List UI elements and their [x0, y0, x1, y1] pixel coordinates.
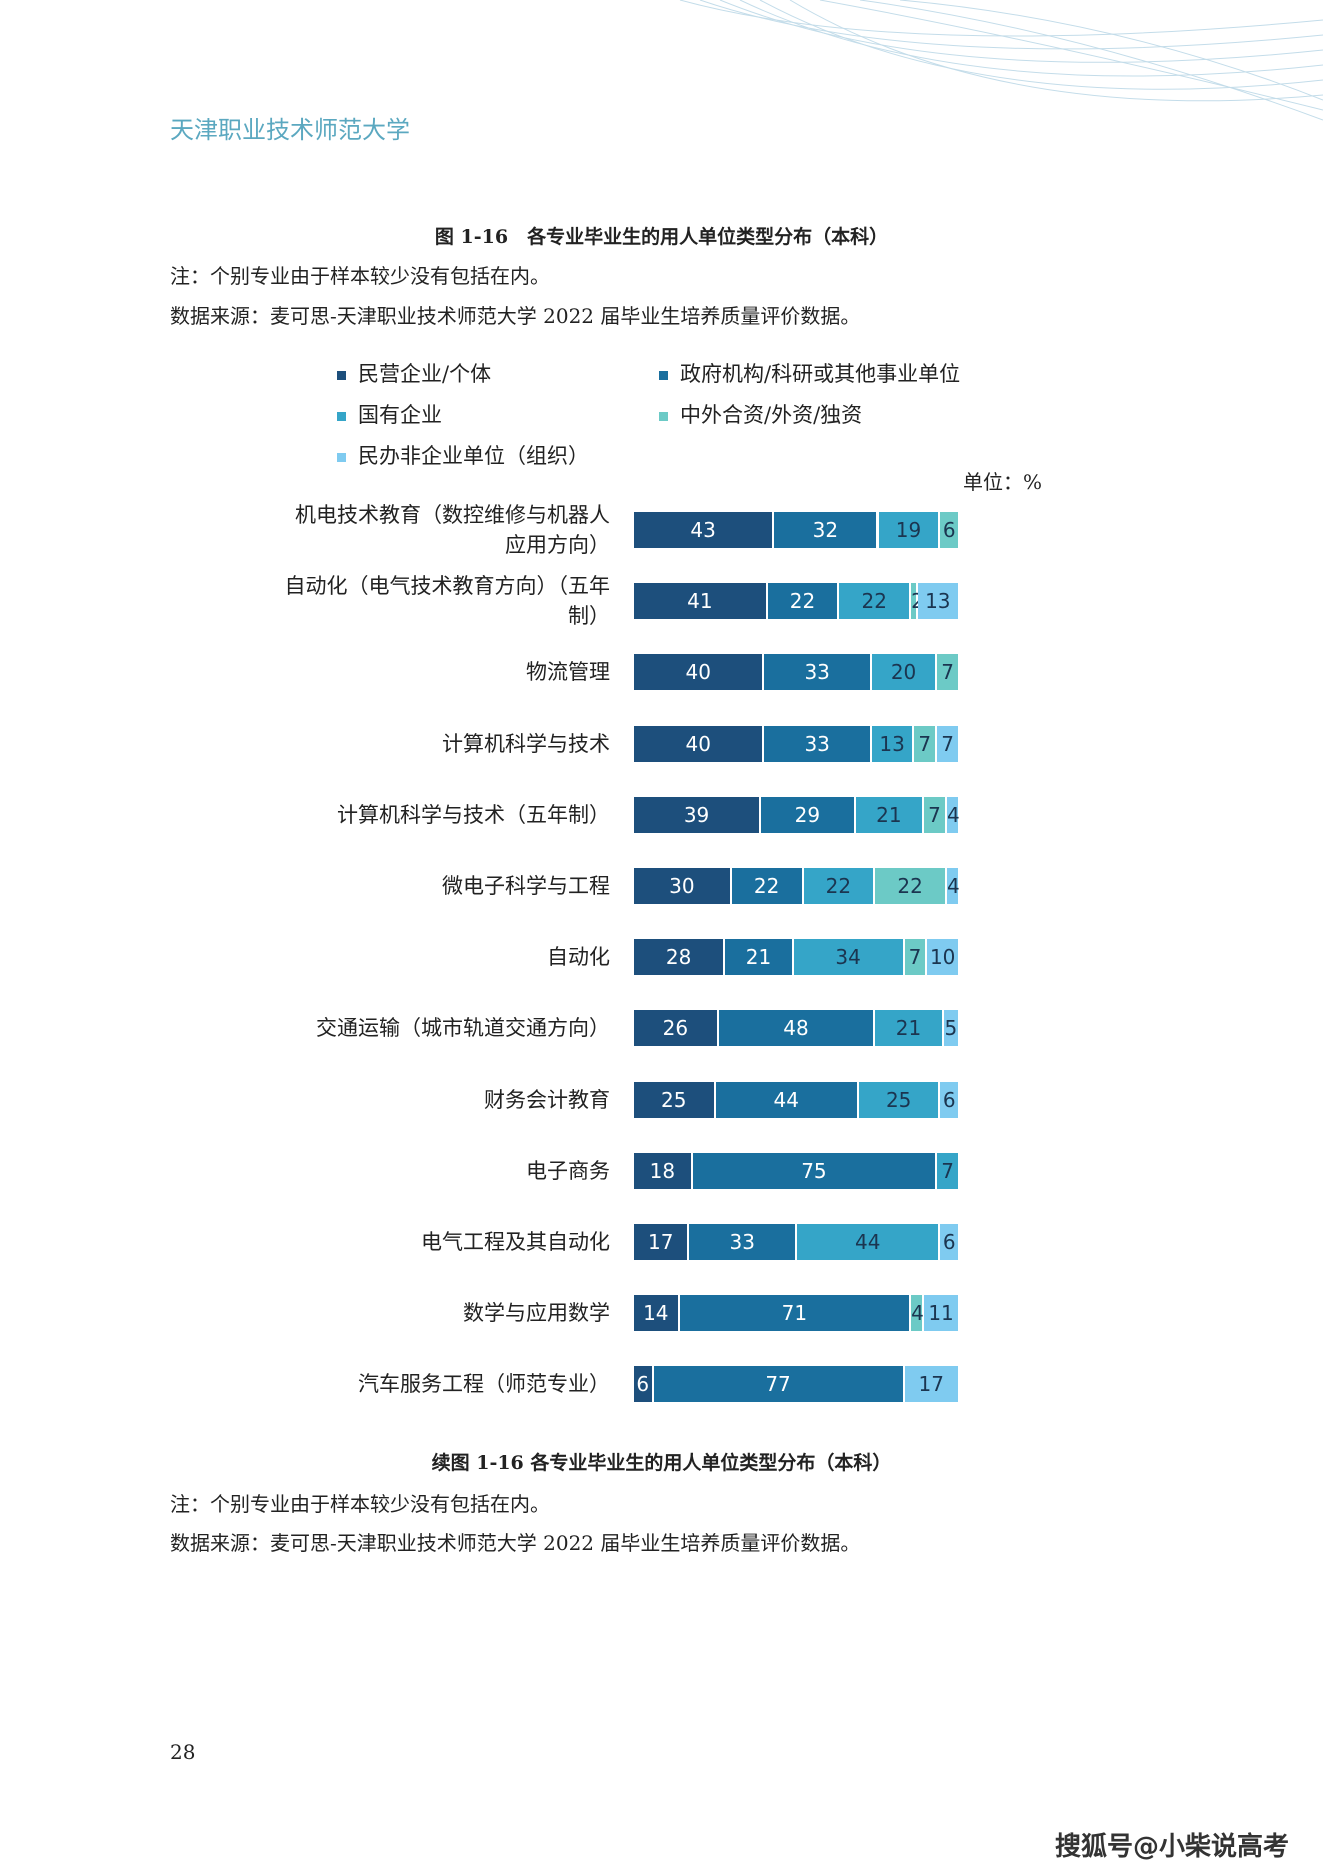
legend-item: 中外合资/外资/独资 [659, 399, 862, 429]
category-label: 数学与应用数学 [463, 1301, 610, 1326]
unit: 单位：% [963, 470, 1043, 494]
category-label: 微电子科学与工程 [442, 874, 610, 898]
bar-segment: 39 [634, 796, 762, 833]
bar-segment: 44 [797, 1224, 941, 1260]
bar-segment: 40 [634, 725, 765, 762]
bar-segment: 6 [940, 1081, 960, 1118]
chart-title: 图 1-16 各专业毕业生的用人单位类型分布（本科） [434, 226, 889, 248]
bar-segment: 7 [914, 725, 938, 762]
bar-segment: 4 [946, 796, 960, 833]
legend-label: 政府机构/科研或其他事业单位 [680, 362, 961, 386]
bar-segment: 32 [774, 512, 879, 548]
bar-segment: 13 [917, 583, 960, 620]
continuation-note: 注：个别专业由于样本较少没有包括在内。 [170, 1492, 550, 1516]
legend-item: 国有企业 [337, 399, 442, 429]
bar-segment: 30 [634, 868, 732, 904]
legend-swatch [659, 371, 668, 380]
category-label: 计算机科学与技术（五年制） [337, 802, 610, 827]
bar-segment: 6 [940, 1224, 960, 1260]
bar-segment: 21 [725, 939, 794, 976]
bar-segment: 17 [634, 1224, 690, 1260]
category-label: 电气工程及其自动化 [421, 1230, 610, 1254]
legend-item: 民办非企业单位（组织） [337, 440, 589, 470]
bar-segment: 33 [689, 1224, 797, 1260]
bar-segment: 20 [871, 654, 938, 691]
legend-item: 政府机构/科研或其他事业单位 [659, 358, 960, 388]
bar-segment: 43 [634, 512, 775, 548]
bar-segment: 7 [937, 1152, 960, 1189]
bar-segment: 21 [855, 796, 925, 833]
bar-segment: 41 [634, 583, 768, 620]
category-label: 汽车服务工程（师范专业） [358, 1372, 610, 1397]
bar-segment: 25 [858, 1081, 941, 1118]
bar-segment: 22 [767, 583, 840, 620]
bar-segment: 7 [924, 796, 947, 833]
bar-segment: 11 [924, 1295, 960, 1332]
note: 注：个别专业由于样本较少没有包括在内。 [170, 264, 550, 288]
bar-segment: 19 [878, 512, 941, 548]
legend-label: 民办非企业单位（组织） [358, 444, 589, 468]
bar-segment: 33 [764, 654, 872, 691]
bar-segment: 4 [946, 868, 960, 904]
legend-label: 中外合资/外资/独资 [680, 403, 863, 427]
bar-segment: 13 [871, 725, 915, 762]
bar-segment: 7 [937, 654, 960, 691]
bar-segment: 29 [761, 796, 856, 833]
bar-segment: 22 [839, 583, 912, 620]
bar-segment: 44 [715, 1081, 859, 1118]
legend-label: 民营企业/个体 [358, 362, 492, 386]
bar-segment: 33 [764, 725, 872, 762]
legend-swatch [337, 371, 346, 380]
bar-segment: 4 [911, 1295, 925, 1332]
category-label: 电子商务 [526, 1158, 610, 1183]
legend-label: 国有企业 [358, 403, 442, 427]
bar-segment: 10 [927, 939, 960, 976]
bar-segment: 6 [634, 1366, 654, 1403]
bar-segment: 6 [940, 512, 960, 548]
bar-segment: 14 [634, 1295, 680, 1332]
continuation-source: 数据来源：麦可思-天津职业技术师范大学 2022 届毕业生培养质量评价数据。 [170, 1531, 861, 1555]
category-label: 交通运输（城市轨道交通方向） [316, 1016, 610, 1041]
bar-segment: 75 [692, 1152, 938, 1189]
bar-segment: 7 [937, 725, 960, 762]
bar-segment: 25 [634, 1081, 716, 1118]
bar-segment: 22 [875, 868, 947, 904]
bar-segment: 22 [731, 868, 804, 904]
bar-segment: 48 [718, 1010, 876, 1047]
bar-segment: 71 [679, 1295, 912, 1332]
legend-swatch [337, 453, 346, 462]
bar-segment: 34 [793, 939, 905, 976]
legend-swatch [337, 412, 346, 421]
watermark: 搜狐号@小柴说高考 [1055, 1832, 1290, 1862]
bar-segment: 7 [904, 939, 928, 976]
category-label: 计算机科学与技术 [442, 731, 610, 756]
category-label: 机电技术教育（数控维修与机器人应用方向） [295, 503, 610, 557]
bar-segment: 28 [634, 939, 726, 976]
category-label: 自动化（电气技术教育方向）（五年制） [284, 574, 611, 629]
legend-swatch [659, 412, 668, 421]
legend-item: 民营企业/个体 [337, 358, 491, 388]
continuation-title: 续图 1-16 各专业毕业生的用人单位类型分布（本科） [431, 1452, 892, 1474]
bar-segment: 17 [904, 1366, 960, 1403]
page-number: 28 [170, 1740, 196, 1764]
category-label: 物流管理 [526, 660, 610, 685]
decoration [679, 0, 1323, 121]
bar-segment: 40 [634, 654, 765, 691]
source: 数据来源：麦可思-天津职业技术师范大学 2022 届毕业生培养质量评价数据。 [170, 304, 861, 328]
bar-segment: 18 [634, 1152, 693, 1189]
bar-segment: 21 [875, 1010, 944, 1047]
bar-segment: 26 [634, 1010, 719, 1047]
category-label: 自动化 [547, 945, 610, 970]
bar-segment: 22 [803, 868, 876, 904]
header-title: 天津职业技术师范大学 [170, 116, 410, 144]
bar-segment: 5 [943, 1010, 960, 1047]
category-label: 财务会计教育 [484, 1087, 610, 1112]
bar-segment: 77 [653, 1366, 905, 1403]
